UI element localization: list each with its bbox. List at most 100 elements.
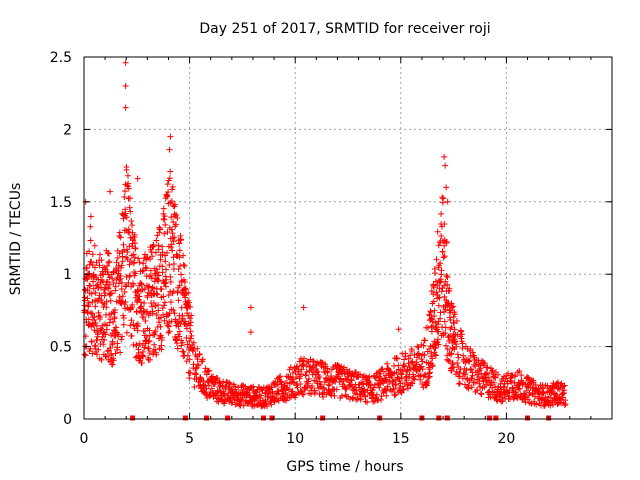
data-point bbox=[119, 293, 126, 300]
data-point bbox=[508, 378, 515, 385]
data-point bbox=[165, 329, 172, 336]
data-point-peak bbox=[435, 242, 442, 249]
data-point-peak bbox=[167, 133, 174, 140]
data-point bbox=[126, 261, 133, 268]
data-point bbox=[134, 297, 141, 304]
data-point bbox=[549, 401, 556, 408]
data-point bbox=[102, 353, 109, 360]
data-point bbox=[154, 269, 161, 276]
data-point bbox=[136, 293, 143, 300]
data-point bbox=[423, 381, 430, 388]
data-point bbox=[95, 346, 102, 353]
data-point bbox=[419, 366, 426, 373]
data-point bbox=[562, 400, 569, 407]
data-point bbox=[104, 322, 111, 329]
data-point bbox=[149, 284, 156, 291]
data-point bbox=[119, 258, 126, 265]
data-point bbox=[152, 328, 159, 335]
data-point bbox=[482, 371, 489, 378]
data-point bbox=[336, 375, 343, 382]
data-point bbox=[121, 193, 128, 200]
data-point bbox=[450, 303, 457, 310]
data-point bbox=[338, 392, 345, 399]
data-point bbox=[441, 220, 448, 227]
data-point bbox=[136, 259, 143, 266]
data-point bbox=[226, 379, 233, 386]
data-point bbox=[428, 328, 435, 335]
data-point bbox=[405, 355, 412, 362]
data-point bbox=[310, 358, 317, 365]
data-point bbox=[146, 356, 153, 363]
data-point bbox=[437, 309, 444, 316]
data-point bbox=[362, 398, 369, 405]
data-point bbox=[159, 249, 166, 256]
data-point bbox=[301, 355, 308, 362]
data-point bbox=[101, 286, 108, 293]
data-point bbox=[112, 283, 119, 290]
data-point bbox=[441, 282, 448, 289]
data-point bbox=[100, 341, 107, 348]
data-point bbox=[96, 251, 103, 258]
data-point bbox=[524, 396, 531, 403]
data-point bbox=[139, 352, 146, 359]
data-point bbox=[142, 318, 149, 325]
data-point bbox=[284, 392, 291, 399]
data-point bbox=[105, 259, 112, 266]
data-point bbox=[432, 345, 439, 352]
data-point bbox=[137, 304, 144, 311]
data-point bbox=[289, 370, 296, 377]
data-point bbox=[157, 226, 164, 233]
data-point bbox=[85, 299, 92, 306]
data-point bbox=[470, 352, 477, 359]
data-point-zero bbox=[261, 415, 267, 421]
data-point bbox=[114, 254, 121, 261]
data-point bbox=[87, 282, 94, 289]
data-point bbox=[183, 334, 190, 341]
data-point bbox=[110, 319, 117, 326]
data-point bbox=[98, 296, 105, 303]
data-point bbox=[523, 387, 530, 394]
data-point bbox=[238, 387, 245, 394]
data-point bbox=[93, 323, 100, 330]
data-point bbox=[299, 390, 306, 397]
x-tick-label: 10 bbox=[286, 431, 304, 447]
data-point bbox=[258, 392, 265, 399]
data-point bbox=[190, 339, 197, 346]
data-point bbox=[97, 313, 104, 320]
data-point bbox=[158, 286, 165, 293]
data-point bbox=[180, 261, 187, 268]
data-point bbox=[429, 362, 436, 369]
data-point bbox=[296, 373, 303, 380]
data-points bbox=[81, 59, 569, 421]
data-point bbox=[118, 285, 125, 292]
data-point bbox=[331, 377, 338, 384]
data-point bbox=[453, 343, 460, 350]
data-point bbox=[125, 195, 132, 202]
data-point bbox=[117, 349, 124, 356]
data-point bbox=[431, 307, 438, 314]
data-point bbox=[414, 351, 421, 358]
data-point bbox=[248, 384, 255, 391]
data-point bbox=[349, 395, 356, 402]
data-point bbox=[394, 355, 401, 362]
data-point bbox=[187, 322, 194, 329]
data-point-peak bbox=[166, 146, 173, 153]
data-point bbox=[221, 391, 228, 398]
data-point-peak bbox=[122, 104, 129, 111]
x-axis-label: GPS time / hours bbox=[286, 459, 403, 475]
data-point bbox=[217, 389, 224, 396]
data-point bbox=[436, 279, 443, 286]
data-point bbox=[469, 372, 476, 379]
data-point bbox=[176, 333, 183, 340]
data-point bbox=[162, 266, 169, 273]
data-point-zero bbox=[225, 415, 231, 421]
data-point bbox=[116, 250, 123, 257]
data-point bbox=[311, 390, 318, 397]
data-point bbox=[455, 380, 462, 387]
y-tick-labels: 0 0.5 1 1.5 2 2.5 bbox=[50, 50, 72, 428]
data-point bbox=[512, 372, 519, 379]
data-point bbox=[320, 364, 327, 371]
data-point bbox=[433, 289, 440, 296]
data-point bbox=[81, 294, 88, 301]
data-point bbox=[441, 253, 448, 260]
